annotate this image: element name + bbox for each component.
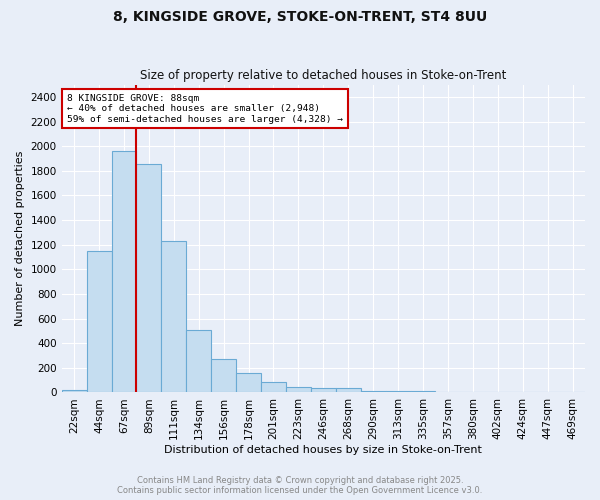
X-axis label: Distribution of detached houses by size in Stoke-on-Trent: Distribution of detached houses by size … <box>164 445 482 455</box>
Bar <box>386 391 410 392</box>
Bar <box>112 151 136 392</box>
Bar <box>311 388 336 392</box>
Bar <box>136 164 161 392</box>
Bar <box>361 390 386 392</box>
Bar <box>286 387 311 392</box>
Bar <box>261 382 286 392</box>
Y-axis label: Number of detached properties: Number of detached properties <box>15 151 25 326</box>
Text: 8 KINGSIDE GROVE: 88sqm
← 40% of detached houses are smaller (2,948)
59% of semi: 8 KINGSIDE GROVE: 88sqm ← 40% of detache… <box>67 94 343 124</box>
Bar <box>336 388 361 392</box>
Text: Contains HM Land Registry data © Crown copyright and database right 2025.
Contai: Contains HM Land Registry data © Crown c… <box>118 476 482 495</box>
Bar <box>161 241 186 392</box>
Text: 8, KINGSIDE GROVE, STOKE-ON-TRENT, ST4 8UU: 8, KINGSIDE GROVE, STOKE-ON-TRENT, ST4 8… <box>113 10 487 24</box>
Title: Size of property relative to detached houses in Stoke-on-Trent: Size of property relative to detached ho… <box>140 69 506 82</box>
Bar <box>186 330 211 392</box>
Bar <box>62 390 86 392</box>
Bar <box>211 359 236 392</box>
Bar <box>236 374 261 392</box>
Bar <box>86 251 112 392</box>
